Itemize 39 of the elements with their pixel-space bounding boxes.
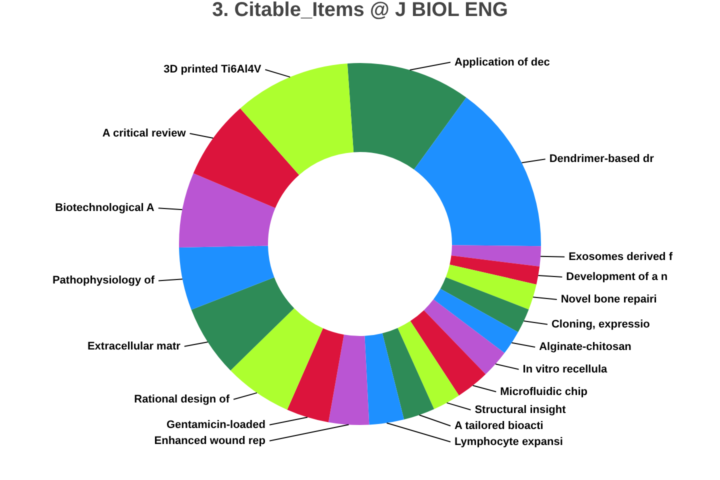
slice-label: 3D printed Ti6Al4V: [164, 64, 262, 76]
slice-label: Exosomes derived f: [568, 250, 673, 263]
slice-label: Novel bone repairi: [560, 293, 657, 306]
donut-slice: [382, 328, 434, 420]
donut-slice: [230, 308, 323, 410]
slice-label: Microfluidic chip: [500, 386, 588, 398]
donut-slice: [364, 333, 404, 425]
slice-label: Development of a n: [566, 270, 668, 283]
donut-slice: [414, 97, 541, 246]
donut-slice: [179, 246, 274, 310]
donut-slice: [451, 245, 541, 267]
slice-label: Gentamicin-loaded: [166, 418, 266, 431]
chart-title: 3. Citable_Items @ J BIOL ENG: [212, 0, 508, 21]
donut-slice: [193, 108, 300, 208]
donut-slice: [179, 173, 276, 248]
donut-slice: [424, 299, 504, 374]
slice-label: Pathophysiology of: [52, 274, 155, 287]
donut-slice: [440, 277, 529, 332]
slice-label: A tailored bioacti: [454, 420, 544, 432]
donut-slice: [450, 255, 540, 284]
donut-slice: [287, 328, 344, 422]
donut-slice: [328, 334, 370, 425]
donut-slice: [410, 310, 486, 396]
slice-label: Lymphocyte expansi: [454, 436, 563, 448]
slice-label: Application of dec: [454, 56, 550, 68]
slice-label: Biotechnological A: [55, 202, 154, 214]
slice-label: Enhanced wound rep: [154, 434, 266, 447]
slice-label: In vitro recellula: [522, 363, 608, 376]
slice-label: Structural insight: [474, 404, 566, 416]
slice-label: Extracellular matr: [87, 340, 182, 352]
slice-label: A critical review: [102, 127, 186, 140]
slice-label: Cloning, expressio: [551, 318, 650, 330]
slice-label: Dendrimer-based dr: [549, 153, 655, 166]
donut-slice: [433, 288, 518, 354]
donut-slice: [191, 277, 294, 370]
donut-slice: [398, 321, 460, 410]
slice-label: Alginate-chitosan: [539, 341, 632, 354]
donut-slice: [446, 264, 536, 310]
slice-label: Rational design of: [134, 393, 230, 406]
